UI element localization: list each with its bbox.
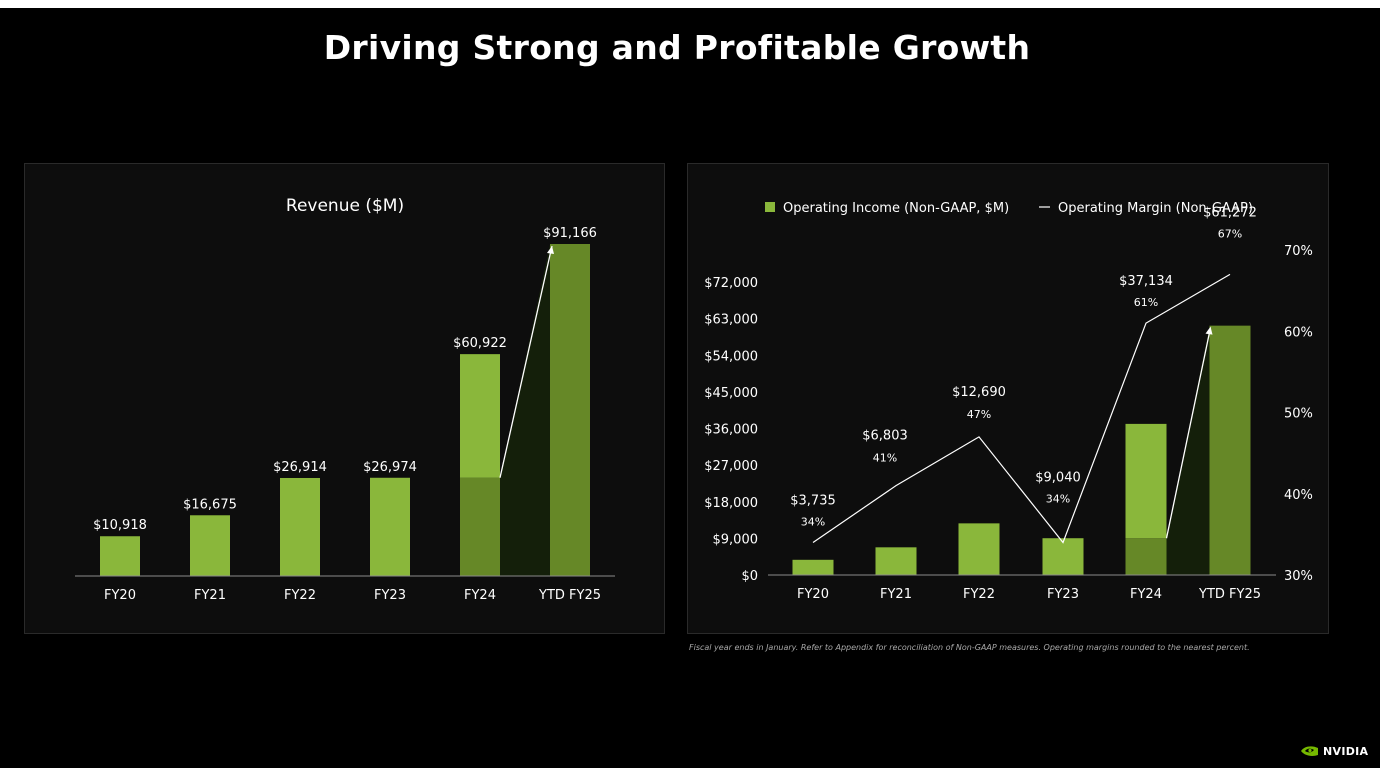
operating-income-value-label: $3,735 (790, 494, 836, 509)
legend-line-label: Operating Margin (Non-GAAP) (1058, 201, 1253, 216)
right-axis-tick-label: 40% (1284, 488, 1313, 503)
operating-margin-line (812, 273, 1231, 544)
nvidia-eye-icon (1301, 746, 1318, 756)
operating-margin-label: 47% (967, 408, 991, 421)
operating-margin-label: 34% (801, 516, 825, 529)
operating-income-value-label: $12,690 (952, 385, 1006, 400)
left-axis-tick-label: $54,000 (704, 349, 758, 364)
operating-income-bar (958, 523, 1000, 575)
operating-income-value-label: $9,040 (1035, 471, 1081, 486)
operating-income-bar (1042, 538, 1084, 575)
left-axis-tick-label: $45,000 (704, 386, 758, 401)
right-axis-tick-label: 70% (1284, 244, 1313, 259)
slide-title: Driving Strong and Profitable Growth (323, 28, 1031, 67)
legend-bar-label: Operating Income (Non-GAAP, $M) (783, 201, 1009, 216)
operating-growth-area (1166, 325, 1210, 575)
legend-bar-swatch (765, 202, 775, 212)
revenue-value-label: $60,922 (453, 336, 507, 351)
revenue-bar (460, 354, 500, 478)
operating-income-chart-panel: Operating Income (Non-GAAP, $M) Operatin… (687, 163, 1329, 634)
revenue-category-label: FY24 (464, 588, 496, 603)
revenue-value-label: $26,914 (273, 460, 327, 475)
category-label: FY20 (797, 587, 829, 602)
revenue-category-label: FY21 (194, 588, 226, 603)
left-axis-tick-label: $72,000 (704, 276, 758, 291)
operating-income-bar (1125, 423, 1167, 539)
left-axis-tick-label: $18,000 (704, 496, 758, 511)
revenue-growth-area (500, 244, 550, 576)
revenue-category-label: YTD FY25 (538, 588, 601, 603)
right-axis-tick-label: 60% (1284, 325, 1313, 340)
operating-margin-label: 34% (1046, 493, 1070, 506)
operating-growth-line (1165, 327, 1212, 539)
revenue-bar (280, 477, 320, 576)
category-label: YTD FY25 (1198, 587, 1261, 602)
revenue-bar (550, 244, 590, 576)
revenue-chart-title: Revenue ($M) (286, 196, 404, 216)
category-label: FY23 (1047, 587, 1079, 602)
right-axis-tick-label: 50% (1284, 407, 1313, 422)
revenue-value-label: $26,974 (363, 460, 417, 475)
right-axis-tick-label: 30% (1284, 569, 1313, 584)
revenue-bar-base (460, 477, 500, 576)
revenue-category-label: FY22 (284, 588, 316, 603)
operating-income-chart: Operating Income (Non-GAAP, $M) Operatin… (704, 201, 1313, 602)
revenue-bar (100, 536, 140, 576)
revenue-value-label: $10,918 (93, 518, 147, 533)
revenue-value-label: $91,166 (543, 226, 597, 241)
revenue-category-label: FY20 (104, 588, 136, 603)
left-axis-tick-label: $63,000 (704, 313, 758, 328)
revenue-bar (190, 515, 230, 576)
nvidia-logo: NVIDIA (1300, 744, 1368, 758)
operating-income-value-label: $37,134 (1119, 274, 1173, 289)
operating-income-value-label: $6,803 (862, 429, 908, 444)
left-axis-tick-label: $0 (741, 569, 758, 584)
revenue-chart: Revenue ($M) $10,918 FY20 $16,675 FY21 $26,9… (75, 196, 615, 603)
revenue-bar (370, 477, 410, 576)
revenue-growth-arrowhead (547, 246, 554, 254)
revenue-category-label: FY23 (374, 588, 406, 603)
category-label: FY22 (963, 587, 995, 602)
operating-income-bar (875, 547, 917, 575)
revenue-chart-panel: Revenue ($M) $10,918 FY20 $16,675 FY21 $26,9… (24, 163, 665, 634)
operating-income-bar (1209, 325, 1251, 575)
logo-text: NVIDIA (1323, 744, 1369, 758)
category-label: FY21 (880, 587, 912, 602)
left-axis-tick-label: $9,000 (713, 532, 759, 547)
left-axis-tick-label: $27,000 (704, 459, 758, 474)
operating-income-bar-base (1125, 538, 1167, 575)
operating-margin-label: 67% (1218, 227, 1242, 240)
footnote: Fiscal year ends in January. Refer to Ap… (689, 643, 1250, 652)
revenue-growth-line (499, 245, 553, 478)
operating-income-bar (792, 559, 834, 575)
category-label: FY24 (1130, 587, 1162, 602)
operating-margin-label: 41% (873, 452, 897, 465)
operating-income-value-label: $61,272 (1203, 205, 1257, 220)
operating-margin-label: 61% (1134, 296, 1158, 309)
top-bar (0, 0, 1380, 8)
left-axis-tick-label: $36,000 (704, 423, 758, 438)
revenue-value-label: $16,675 (183, 497, 237, 512)
operating-growth-arrowhead (1205, 326, 1213, 335)
